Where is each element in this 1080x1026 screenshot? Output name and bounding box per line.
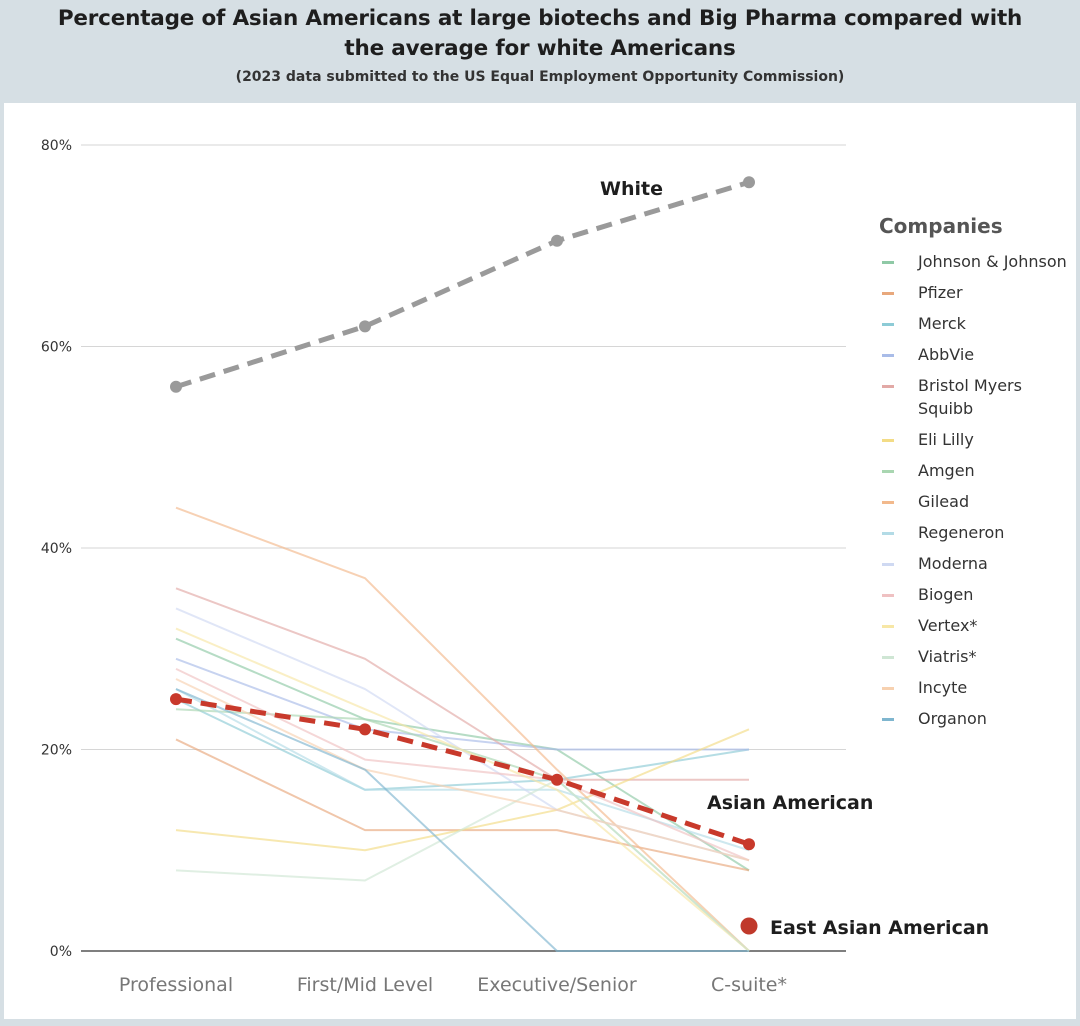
legend-swatch bbox=[882, 261, 894, 264]
legend-swatch bbox=[882, 439, 894, 442]
asian-american-series-point bbox=[359, 723, 371, 736]
legend-item: Pfizer bbox=[878, 281, 1068, 304]
legend-label: Merck bbox=[918, 314, 966, 333]
y-tick-label: 80% bbox=[41, 138, 72, 154]
legend-label: Moderna bbox=[918, 554, 988, 573]
legend-label: Bristol Myers Squibb bbox=[918, 376, 1022, 418]
x-tick-label: First/Mid Level bbox=[297, 974, 433, 996]
company-line bbox=[175, 587, 749, 781]
y-tick-label: 20% bbox=[41, 743, 72, 759]
legend-item: Incyte bbox=[878, 676, 1068, 699]
legend-item: Organon bbox=[878, 707, 1068, 730]
east-asian-marker bbox=[740, 917, 758, 935]
company-line bbox=[175, 657, 749, 751]
company-line bbox=[175, 627, 750, 952]
asian-american-series-line bbox=[175, 696, 750, 847]
legend-swatch bbox=[882, 292, 894, 295]
legend-title: Companies bbox=[879, 214, 1003, 238]
asian-american-series-label: Asian American bbox=[707, 792, 873, 814]
asian-american-series-point bbox=[551, 773, 563, 786]
company-line bbox=[175, 698, 750, 791]
legend-label: Regeneron bbox=[918, 523, 1005, 542]
white-series-label: White bbox=[600, 178, 663, 200]
east-asian-label: East Asian American bbox=[770, 917, 989, 939]
legend-swatch bbox=[882, 718, 894, 721]
asian-american-series-point bbox=[170, 693, 182, 706]
chart-subtitle: (2023 data submitted to the US Equal Emp… bbox=[235, 69, 845, 85]
legend-label: Organon bbox=[918, 709, 987, 728]
company-line bbox=[175, 738, 750, 872]
legend-item: Bristol Myers Squibb bbox=[878, 374, 1068, 420]
legend-item: Regeneron bbox=[878, 521, 1068, 544]
company-line bbox=[175, 778, 750, 952]
legend-items: Johnson & Johnson Pfizer Merck AbbVie Bristo… bbox=[878, 250, 1068, 730]
chart-area: 0% 20% 40% 60% 80% Professional First/Mid Leve… bbox=[41, 138, 989, 996]
legend-item: Eli Lilly bbox=[878, 428, 1068, 451]
white-series-point bbox=[170, 380, 182, 393]
legend-swatch bbox=[882, 501, 894, 504]
white-series-point bbox=[359, 320, 371, 333]
legend-item: Moderna bbox=[878, 552, 1068, 575]
legend-label: Pfizer bbox=[918, 283, 963, 302]
legend-swatch bbox=[882, 687, 894, 690]
x-tick-label: C-suite* bbox=[711, 974, 787, 996]
company-line bbox=[175, 637, 750, 872]
legend-item: Viatris* bbox=[878, 645, 1068, 668]
legend-swatch bbox=[882, 385, 894, 388]
legend-swatch bbox=[882, 532, 894, 535]
y-tick-label: 40% bbox=[41, 541, 72, 557]
company-line bbox=[175, 688, 749, 952]
legend-swatch bbox=[882, 470, 894, 473]
x-tick-label: Executive/Senior bbox=[477, 974, 637, 996]
company-line bbox=[175, 667, 750, 862]
legend-label: Incyte bbox=[918, 678, 968, 697]
chart-header: Percentage of Asian Americans at large b… bbox=[0, 0, 1080, 100]
legend-swatch bbox=[882, 656, 894, 659]
legend-label: Biogen bbox=[918, 585, 974, 604]
legend-label: Johnson & Johnson bbox=[918, 252, 1067, 271]
legend-item: Gilead bbox=[878, 490, 1068, 513]
white-series-point bbox=[743, 176, 755, 189]
legend-label: Viatris* bbox=[918, 647, 977, 666]
legend-item: Merck bbox=[878, 312, 1068, 335]
legend-swatch bbox=[882, 354, 894, 357]
legend-label: Eli Lilly bbox=[918, 430, 974, 449]
y-tick-label: 60% bbox=[41, 340, 72, 356]
legend-swatch bbox=[882, 563, 894, 566]
legend-label: Amgen bbox=[918, 461, 975, 480]
chart-panel: 0% 20% 40% 60% 80% Professional First/Mid Leve… bbox=[4, 103, 1076, 1019]
company-line bbox=[175, 506, 750, 952]
legend: Companies Johnson & Johnson Pfizer Merck Ab… bbox=[878, 214, 1068, 738]
chart-title: Percentage of Asian Americans at large b… bbox=[57, 6, 1023, 61]
asian-american-series-point bbox=[743, 838, 755, 851]
y-tick-label: 0% bbox=[50, 944, 72, 960]
legend-item: Amgen bbox=[878, 459, 1068, 482]
white-series-point bbox=[551, 234, 563, 247]
legend-swatch bbox=[882, 594, 894, 597]
legend-item: Vertex* bbox=[878, 614, 1068, 637]
legend-item: AbbVie bbox=[878, 343, 1068, 366]
company-line bbox=[175, 678, 750, 862]
x-tick-label: Professional bbox=[119, 974, 233, 996]
legend-label: Vertex* bbox=[918, 616, 978, 635]
legend-item: Biogen bbox=[878, 583, 1068, 606]
legend-label: AbbVie bbox=[918, 345, 975, 364]
legend-swatch bbox=[882, 625, 894, 628]
legend-label: Gilead bbox=[918, 492, 970, 511]
legend-swatch bbox=[882, 323, 894, 326]
legend-item: Johnson & Johnson bbox=[878, 250, 1068, 273]
white-series-line bbox=[175, 179, 750, 390]
